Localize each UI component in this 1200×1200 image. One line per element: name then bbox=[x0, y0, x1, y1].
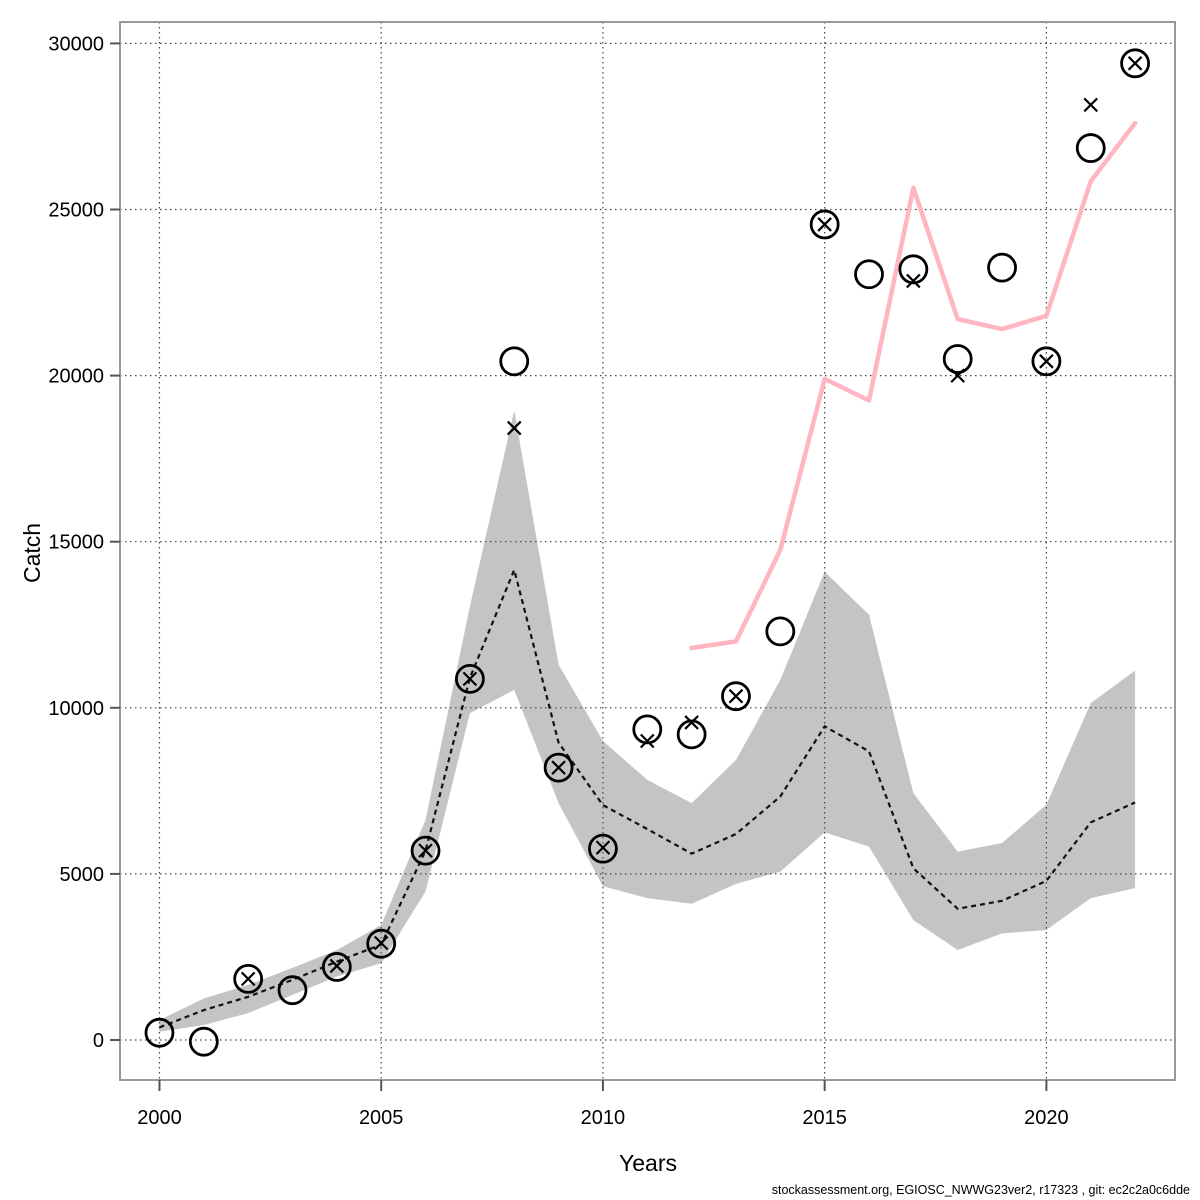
x-marker bbox=[462, 671, 478, 687]
observed-point bbox=[1120, 48, 1150, 79]
x-tick-label: 2020 bbox=[1024, 1107, 1069, 1129]
x-marker bbox=[373, 935, 389, 951]
observed-point bbox=[632, 714, 663, 745]
y-axis-label: Catch bbox=[19, 523, 45, 583]
x-marker-layer bbox=[240, 56, 1143, 987]
x-marker bbox=[640, 733, 655, 749]
forecast-line bbox=[689, 120, 1138, 651]
x-marker bbox=[906, 273, 921, 289]
observed-point bbox=[454, 663, 485, 694]
observed-point bbox=[721, 681, 751, 712]
x-tick-label: 2015 bbox=[802, 1107, 847, 1129]
observed-point bbox=[1031, 346, 1062, 377]
observed-point bbox=[277, 975, 308, 1006]
observed-point bbox=[499, 346, 530, 377]
x-marker bbox=[551, 760, 566, 775]
x-tick-label: 2000 bbox=[137, 1107, 182, 1129]
x-marker bbox=[728, 688, 744, 704]
observed-point bbox=[809, 209, 840, 240]
x-marker bbox=[684, 715, 699, 730]
x-tick-label: 2010 bbox=[581, 1107, 626, 1129]
x-marker bbox=[950, 368, 965, 383]
footer-credit: stockassessment.org, EGIOSC_NWWG23ver2, … bbox=[772, 1183, 1190, 1197]
observed-point bbox=[366, 928, 397, 959]
x-marker bbox=[418, 843, 433, 858]
y-tick-label: 20000 bbox=[48, 366, 104, 388]
axes-layer bbox=[110, 21, 1176, 1091]
observed-point bbox=[233, 963, 264, 994]
observed-point bbox=[676, 719, 707, 750]
observed-point bbox=[410, 835, 441, 866]
observed-point bbox=[321, 952, 352, 982]
confidence-band-layer bbox=[159, 410, 1136, 1032]
gridline-layer bbox=[120, 22, 1175, 1080]
x-marker bbox=[1083, 97, 1099, 113]
tick-label-layer: 0 5000 10000 15000 20000 25000 30000 2000 2005 20… bbox=[48, 33, 1068, 1129]
y-tick-label: 0 bbox=[93, 1030, 104, 1052]
y-tick-label: 25000 bbox=[48, 199, 104, 221]
observed-point bbox=[543, 752, 574, 783]
observed-point bbox=[898, 254, 929, 285]
observed-point bbox=[188, 1026, 219, 1057]
x-marker bbox=[329, 958, 345, 974]
y-tick-label: 10000 bbox=[48, 698, 104, 720]
observed-points-layer bbox=[144, 48, 1150, 1057]
x-marker bbox=[595, 840, 611, 855]
x-marker bbox=[1127, 56, 1143, 71]
y-tick-label: 15000 bbox=[48, 532, 104, 554]
x-axis-label: Years bbox=[619, 1150, 677, 1176]
y-tick-label: 5000 bbox=[60, 864, 105, 886]
observed-point bbox=[987, 252, 1017, 283]
observed-point bbox=[144, 1017, 175, 1048]
observed-point bbox=[765, 616, 796, 647]
x-marker bbox=[1039, 354, 1054, 369]
observed-point bbox=[854, 259, 884, 290]
confidence-band-area bbox=[159, 410, 1136, 1032]
observed-point bbox=[588, 833, 618, 864]
observed-point bbox=[1075, 133, 1106, 163]
x-marker bbox=[506, 420, 522, 436]
observed-point bbox=[942, 344, 973, 374]
x-tick-label: 2005 bbox=[359, 1107, 404, 1129]
y-tick-label: 30000 bbox=[48, 33, 104, 55]
x-marker bbox=[817, 217, 832, 232]
x-marker bbox=[240, 971, 256, 987]
forecast-line-layer bbox=[689, 120, 1138, 651]
plot-border bbox=[119, 21, 1176, 1081]
